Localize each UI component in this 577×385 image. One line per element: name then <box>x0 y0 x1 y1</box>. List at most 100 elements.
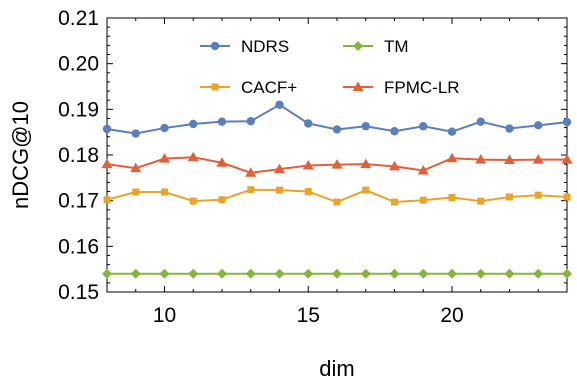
data-point <box>217 117 227 126</box>
x-tick-label: 20 <box>440 304 463 327</box>
data-point <box>331 159 343 169</box>
data-point <box>275 100 284 109</box>
y-tick-label: 0.16 <box>58 235 99 258</box>
data-point <box>246 117 255 126</box>
legend-label: FPMC-LR <box>384 78 460 97</box>
data-point <box>563 193 571 201</box>
data-point <box>101 158 113 169</box>
series-tm <box>102 268 572 279</box>
x-axis-title: dim <box>319 356 354 381</box>
legend-entry: TM <box>343 37 409 56</box>
data-point <box>304 188 312 196</box>
legend-marker <box>353 41 363 51</box>
legend-label: CACF+ <box>241 78 297 97</box>
data-point <box>533 268 544 279</box>
data-point <box>418 268 429 279</box>
data-point <box>332 125 342 134</box>
data-point <box>562 268 572 279</box>
data-point <box>477 197 485 205</box>
data-point <box>332 268 342 279</box>
legend-marker <box>210 41 220 51</box>
data-point <box>362 186 370 194</box>
data-point <box>132 188 140 196</box>
legend-entry: CACF+ <box>200 78 297 97</box>
data-point <box>506 193 513 201</box>
data-point <box>218 196 226 204</box>
data-point <box>303 268 314 279</box>
data-point <box>417 165 429 175</box>
data-point <box>245 167 257 177</box>
data-point <box>188 268 199 279</box>
data-point <box>187 151 199 162</box>
data-point <box>102 124 112 134</box>
data-point <box>391 198 398 206</box>
data-point <box>476 117 485 126</box>
legend-marker <box>211 83 219 91</box>
legend: NDRS TM CACF+ FPMC-LR <box>200 37 460 97</box>
data-point <box>274 163 285 174</box>
data-point <box>130 162 142 173</box>
legend-entry: FPMC-LR <box>343 78 460 97</box>
data-point <box>475 268 486 279</box>
data-point <box>447 127 457 136</box>
series-ndrs <box>102 100 572 138</box>
data-point <box>534 191 542 199</box>
y-axis-title: nDCG@10 <box>8 101 33 209</box>
data-point <box>159 268 170 279</box>
series-fpmc-lr <box>101 151 573 177</box>
data-point <box>447 268 457 279</box>
y-tick-label: 0.17 <box>58 190 99 213</box>
data-point <box>532 154 544 164</box>
data-point <box>159 153 170 163</box>
data-point <box>475 154 487 164</box>
data-point <box>534 121 543 130</box>
data-point <box>302 160 314 170</box>
data-point <box>360 268 371 279</box>
data-point <box>361 122 370 131</box>
data-point <box>103 196 111 204</box>
data-point <box>274 268 285 279</box>
data-point <box>561 154 573 164</box>
legend-label: TM <box>384 37 409 56</box>
data-point <box>333 198 341 206</box>
data-point <box>102 268 112 279</box>
x-axis: 10 15 20 <box>106 18 568 327</box>
data-point <box>389 268 400 279</box>
data-point <box>390 127 399 136</box>
legend-marker <box>352 81 364 91</box>
series-layer <box>101 100 573 279</box>
data-point <box>419 122 428 131</box>
data-point <box>389 160 400 171</box>
data-point <box>189 119 198 129</box>
y-axis: 0.15 0.16 0.17 0.18 0.19 0.20 0.21 <box>58 7 567 304</box>
data-point <box>504 154 515 165</box>
series-cacf- <box>103 186 571 206</box>
y-tick-label: 0.21 <box>58 7 99 30</box>
data-point <box>131 129 140 138</box>
legend-entry: NDRS <box>200 37 289 56</box>
data-point <box>562 117 572 127</box>
legend-label: NDRS <box>241 37 289 56</box>
data-point <box>360 158 372 169</box>
data-point <box>161 188 168 196</box>
x-tick-label: 10 <box>153 304 176 327</box>
data-point <box>419 196 427 204</box>
data-point <box>160 123 169 133</box>
plot-frame <box>106 17 568 293</box>
y-tick-label: 0.19 <box>58 98 99 121</box>
data-point <box>247 186 255 194</box>
y-tick-label: 0.18 <box>58 144 99 167</box>
y-tick-label: 0.15 <box>58 281 99 304</box>
y-tick-label: 0.20 <box>58 53 99 76</box>
data-point <box>276 186 283 194</box>
data-point <box>304 119 313 128</box>
data-point <box>446 152 458 163</box>
data-point <box>505 124 514 133</box>
data-point <box>448 193 456 201</box>
data-point <box>216 157 228 167</box>
data-point <box>130 268 141 279</box>
data-point <box>245 268 256 279</box>
data-point <box>504 268 515 279</box>
x-tick-label: 15 <box>297 304 320 327</box>
